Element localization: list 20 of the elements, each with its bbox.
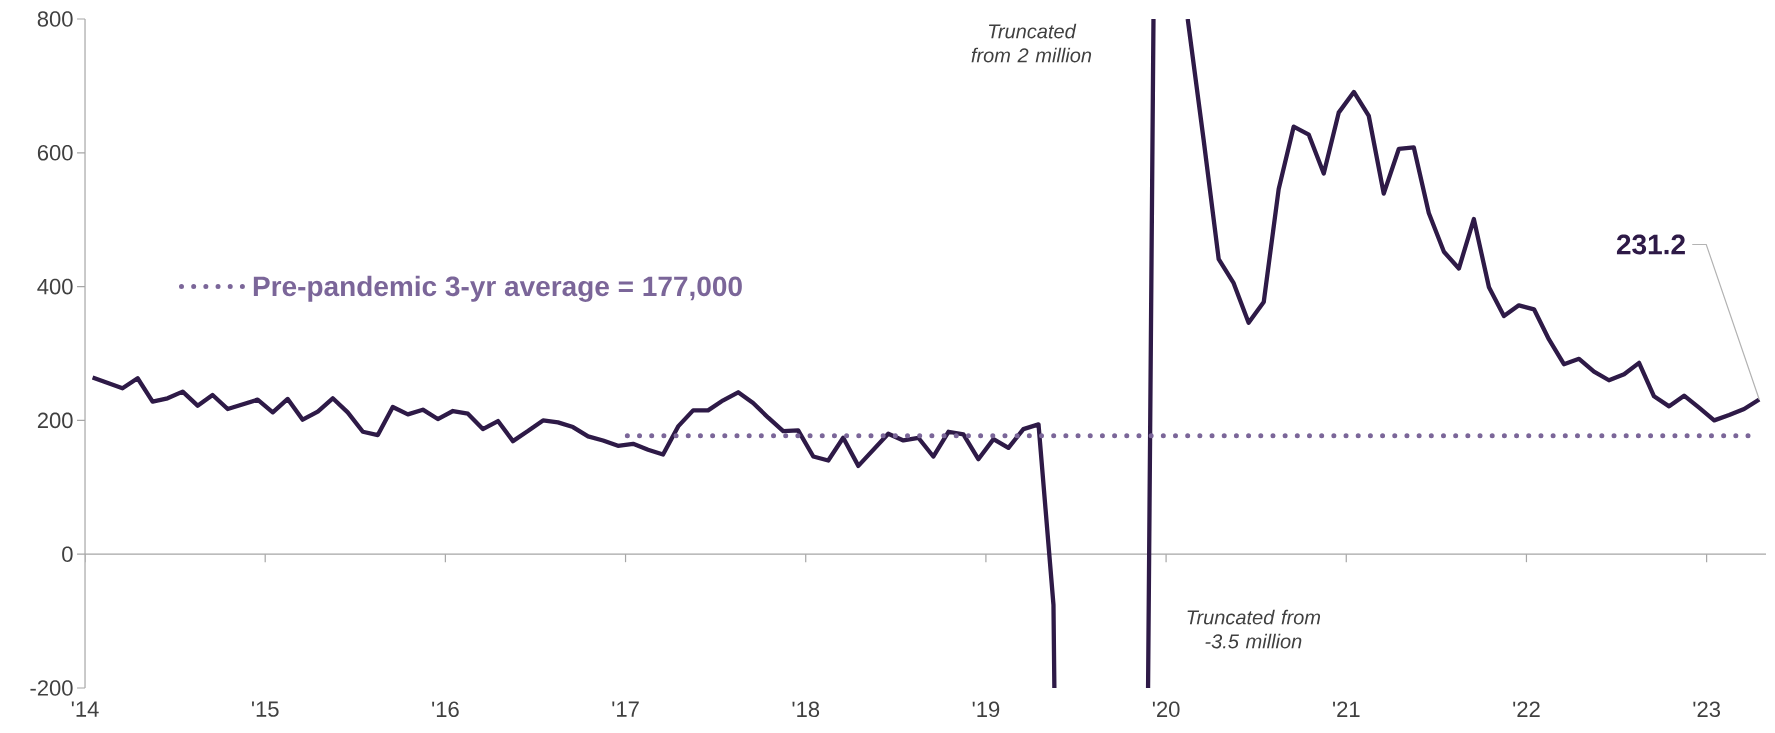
x-tick-label: '15 [251,701,279,717]
y-tick-label: 200 [37,412,73,429]
x-tick-label: '23 [1693,701,1720,718]
y-tick-label: 0 [62,546,73,562]
annotation: Truncated from -3.5 million [1187,609,1321,649]
y-tick-label: 400 [37,278,73,295]
x-tick-label: '14 [71,701,99,717]
x-tick-label: '22 [1513,701,1540,717]
y-tick-label: 600 [37,144,73,161]
x-tick-label: '17 [612,701,639,717]
legend-label: Pre-pandemic 3-yr average = 177,000 [253,275,742,302]
x-tick-label: '19 [972,701,1000,718]
annotation: 231.2 [1616,234,1685,255]
x-tick-label: '21 [1333,701,1360,717]
x-tick-label: '18 [792,701,820,718]
x-tick-label: '20 [1152,701,1180,718]
x-tick-label: '16 [432,701,459,718]
y-tick-label: -200 [30,680,73,696]
y-tick-label: 800 [37,11,73,27]
annotation: Truncated from 2 million [971,23,1092,63]
